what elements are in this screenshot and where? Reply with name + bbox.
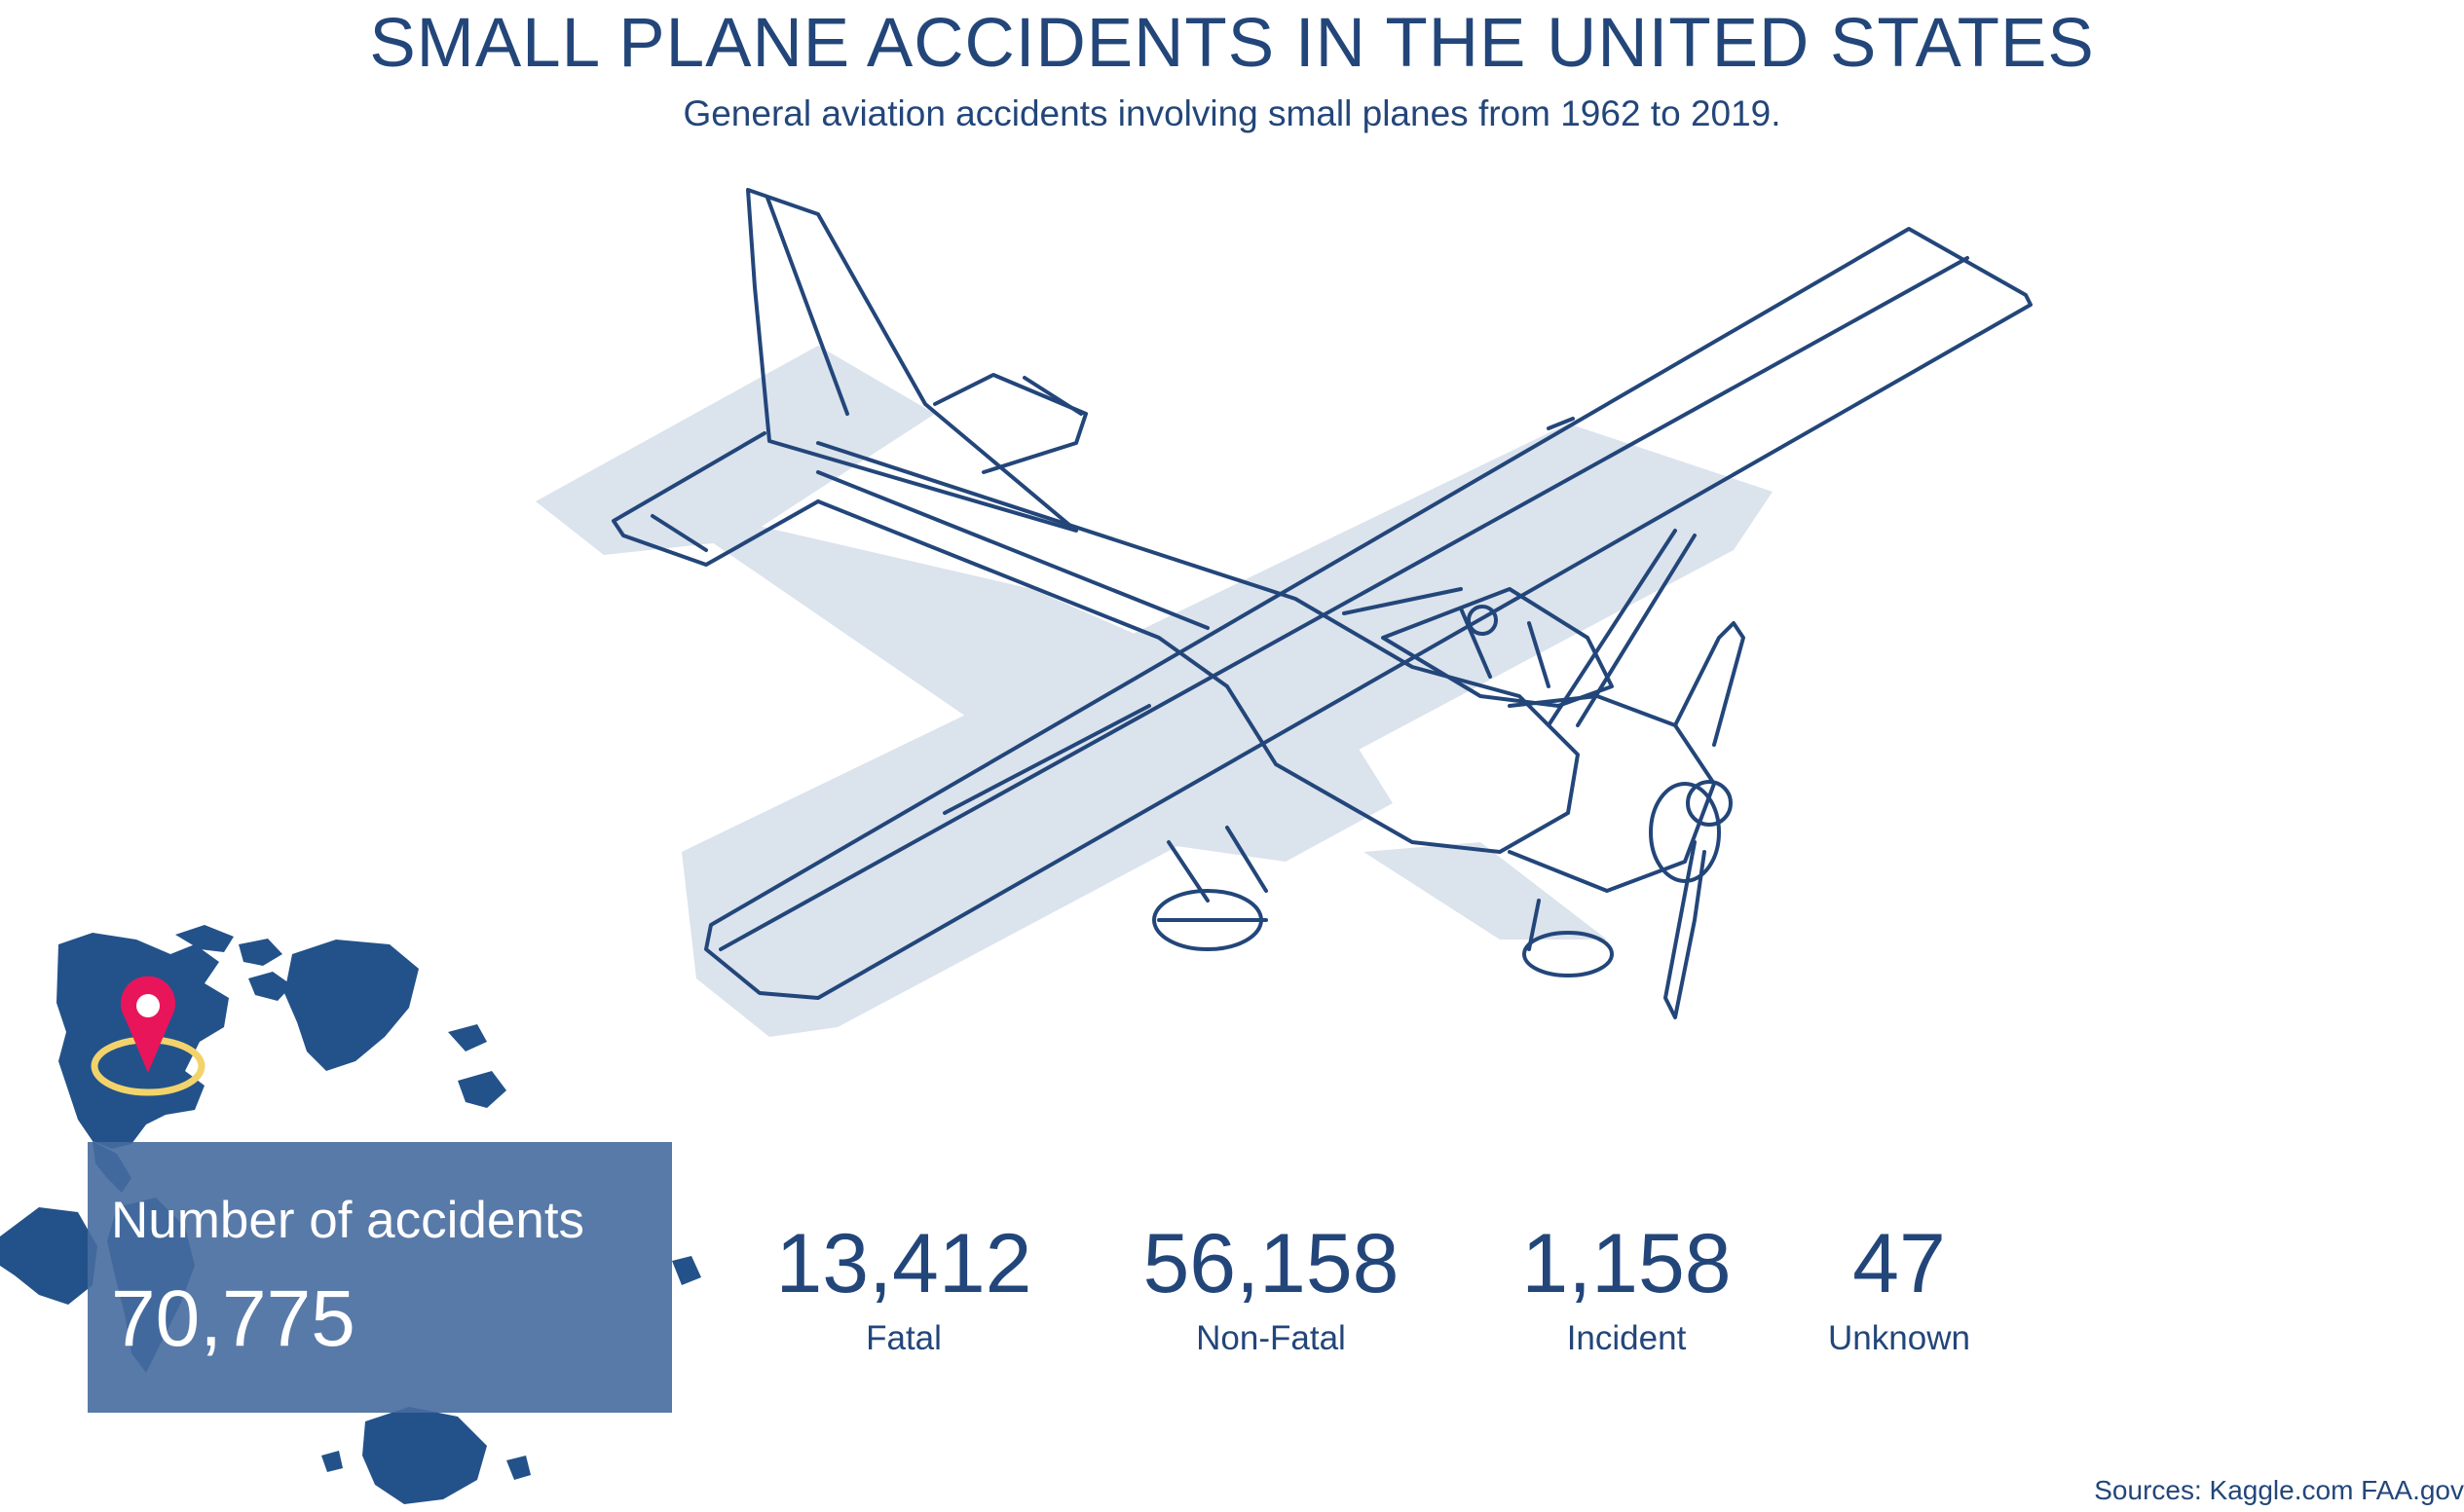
stat-incident: 1,158 Incident [1514, 1222, 1738, 1358]
airplane-illustration [536, 188, 2033, 1037]
stat-non-fatal: 56,158 Non-Fatal [1135, 1222, 1407, 1358]
stat-incident-value: 1,158 [1521, 1217, 1732, 1310]
accidents-total: 70,775 [111, 1274, 355, 1363]
stat-fatal: 13,412 Fatal [767, 1222, 1040, 1358]
page-title: SMALL PLANE ACCIDENTS IN THE UNITED STAT… [369, 5, 2095, 82]
stat-incident-label: Incident [1566, 1319, 1687, 1357]
stat-fatal-label: Fatal [866, 1319, 942, 1357]
location-pin-icon [91, 976, 205, 1096]
stat-non-fatal-value: 56,158 [1142, 1217, 1400, 1310]
stat-non-fatal-label: Non-Fatal [1196, 1319, 1346, 1357]
stat-unknown-value: 47 [1852, 1217, 1946, 1310]
page-subtitle: General aviation accidents involving sma… [683, 93, 1781, 133]
accidents-summary-box: Number of accidents 70,775 [88, 1142, 672, 1413]
sources-credit: Sources: Kaggle.com FAA.gov [2094, 1475, 2464, 1505]
stat-fatal-value: 13,412 [775, 1217, 1032, 1310]
stat-unknown-label: Unknown [1828, 1319, 1970, 1357]
stat-unknown: 47 Unknown [1821, 1222, 1977, 1358]
accidents-label: Number of accidents [111, 1192, 585, 1249]
